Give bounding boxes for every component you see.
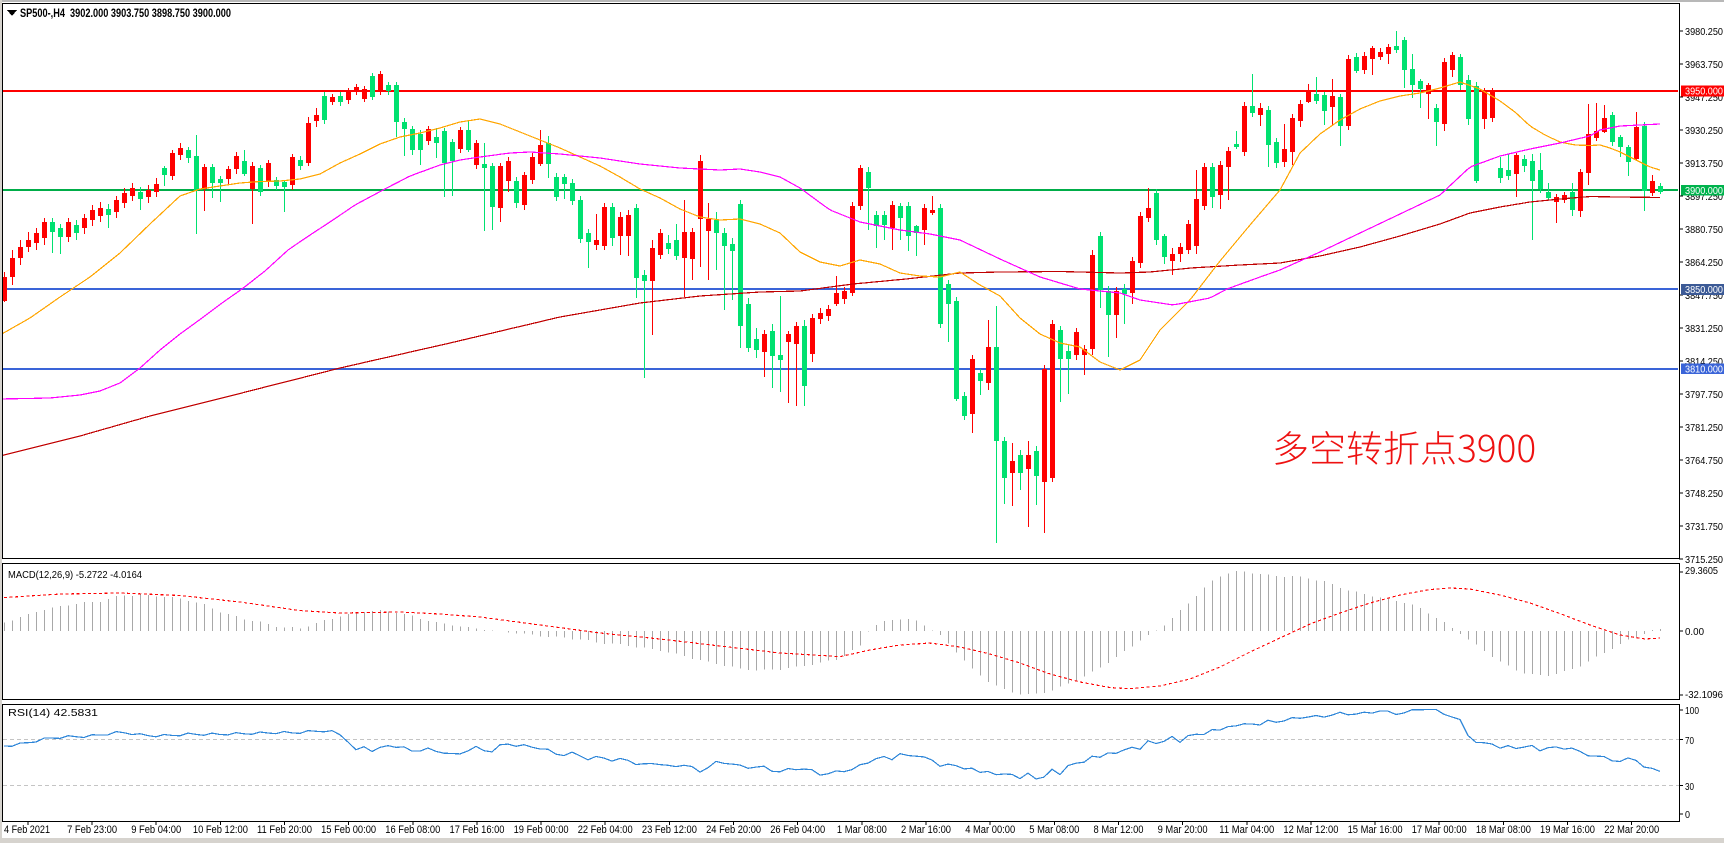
svg-text:3980.250: 3980.250 bbox=[1685, 26, 1723, 38]
svg-text:29.3605: 29.3605 bbox=[1685, 565, 1718, 577]
svg-text:3850.000: 3850.000 bbox=[1685, 285, 1723, 296]
svg-text:3950.000: 3950.000 bbox=[1685, 87, 1723, 98]
svg-text:12 Mar 12:00: 12 Mar 12:00 bbox=[1283, 824, 1338, 836]
svg-text:3731.750: 3731.750 bbox=[1685, 521, 1723, 533]
svg-text:3764.750: 3764.750 bbox=[1685, 455, 1723, 467]
svg-text:3831.250: 3831.250 bbox=[1685, 323, 1723, 335]
svg-text:15 Feb 00:00: 15 Feb 00:00 bbox=[321, 824, 376, 836]
svg-text:3930.250: 3930.250 bbox=[1685, 125, 1723, 137]
svg-text:17 Mar 00:00: 17 Mar 00:00 bbox=[1412, 824, 1467, 836]
svg-text:11 Mar 04:00: 11 Mar 04:00 bbox=[1219, 824, 1274, 836]
svg-text:RSI(14) 42.5831: RSI(14) 42.5831 bbox=[8, 707, 98, 719]
svg-text:10 Feb 12:00: 10 Feb 12:00 bbox=[193, 824, 248, 836]
svg-text:3797.750: 3797.750 bbox=[1685, 389, 1723, 401]
svg-text:3963.750: 3963.750 bbox=[1685, 59, 1723, 71]
svg-text:9 Feb 04:00: 9 Feb 04:00 bbox=[131, 824, 181, 836]
svg-text:0.00: 0.00 bbox=[1685, 626, 1704, 638]
svg-text:17 Feb 16:00: 17 Feb 16:00 bbox=[450, 824, 505, 836]
svg-text:8 Mar 12:00: 8 Mar 12:00 bbox=[1094, 824, 1144, 836]
svg-text:4 Feb 2021: 4 Feb 2021 bbox=[4, 824, 50, 836]
svg-text:7 Feb 23:00: 7 Feb 23:00 bbox=[67, 824, 117, 836]
svg-text:19 Mar 16:00: 19 Mar 16:00 bbox=[1540, 824, 1595, 836]
svg-text:3810.000: 3810.000 bbox=[1685, 365, 1723, 376]
svg-text:9 Mar 20:00: 9 Mar 20:00 bbox=[1158, 824, 1208, 836]
svg-text:5 Mar 08:00: 5 Mar 08:00 bbox=[1029, 824, 1079, 836]
svg-text:23 Feb 12:00: 23 Feb 12:00 bbox=[642, 824, 697, 836]
svg-text:SP500-,H4 3902.000 3903.750 3: SP500-,H4 3902.000 3903.750 3898.750 390… bbox=[20, 6, 231, 20]
svg-text:70: 70 bbox=[1685, 735, 1694, 747]
svg-text:24 Feb 20:00: 24 Feb 20:00 bbox=[706, 824, 761, 836]
svg-text:3864.250: 3864.250 bbox=[1685, 257, 1723, 269]
svg-text:3900.000: 3900.000 bbox=[1685, 186, 1723, 197]
svg-text:18 Mar 08:00: 18 Mar 08:00 bbox=[1476, 824, 1531, 836]
svg-text:4 Mar 00:00: 4 Mar 00:00 bbox=[965, 824, 1015, 836]
svg-text:15 Mar 16:00: 15 Mar 16:00 bbox=[1348, 824, 1403, 836]
svg-text:3715.250: 3715.250 bbox=[1685, 554, 1723, 566]
svg-text:MACD(12,26,9) -5.2722 -4.0164: MACD(12,26,9) -5.2722 -4.0164 bbox=[8, 569, 142, 581]
svg-text:1 Mar 08:00: 1 Mar 08:00 bbox=[837, 824, 887, 836]
svg-text:100: 100 bbox=[1685, 705, 1699, 717]
svg-text:30: 30 bbox=[1685, 781, 1694, 793]
svg-text:2 Mar 16:00: 2 Mar 16:00 bbox=[901, 824, 951, 836]
svg-text:22 Mar 20:00: 22 Mar 20:00 bbox=[1604, 824, 1659, 836]
svg-text:26 Feb 04:00: 26 Feb 04:00 bbox=[770, 824, 825, 836]
svg-text:3748.250: 3748.250 bbox=[1685, 488, 1723, 500]
svg-text:22 Feb 04:00: 22 Feb 04:00 bbox=[578, 824, 633, 836]
svg-text:-32.1096: -32.1096 bbox=[1685, 689, 1723, 701]
svg-text:11 Feb 20:00: 11 Feb 20:00 bbox=[257, 824, 312, 836]
svg-text:16 Feb 08:00: 16 Feb 08:00 bbox=[385, 824, 440, 836]
svg-text:19 Feb 00:00: 19 Feb 00:00 bbox=[514, 824, 569, 836]
svg-text:3880.750: 3880.750 bbox=[1685, 224, 1723, 236]
svg-text:3913.750: 3913.750 bbox=[1685, 158, 1723, 170]
svg-text:3781.250: 3781.250 bbox=[1685, 422, 1723, 434]
svg-text:0: 0 bbox=[1685, 809, 1690, 821]
